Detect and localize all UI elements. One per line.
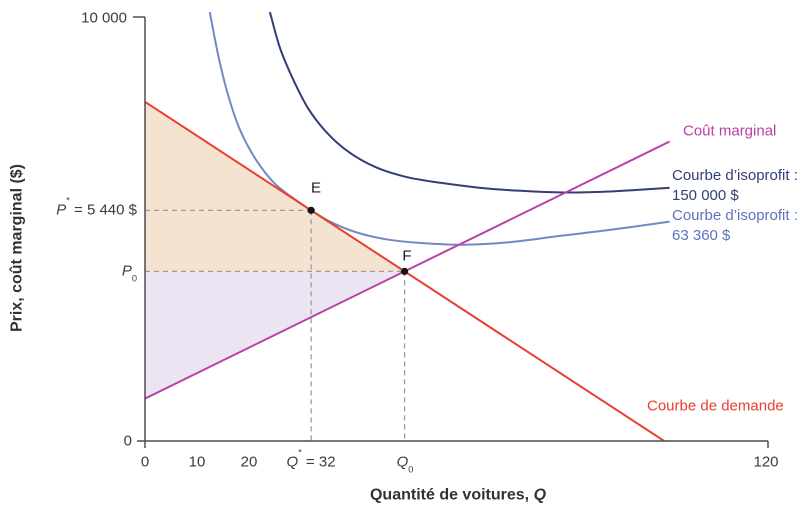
x-tick-label-0: 0 [140,453,150,471]
x-tick-label-20: 20 [240,453,258,471]
demand-curve-label: Courbe de demande [647,397,784,415]
x-tick-label-q-star: Q* = 32 [286,448,336,471]
x-axis-title: Quantité de voitures, Q [370,487,546,504]
p-star-symbol: P [56,201,67,219]
isoprofit-150000-label: Courbe d’isoprofit : 150 000 $ [672,166,798,206]
x-tick-label-120: 120 [753,453,779,471]
marginal-cost-label: Coût marginal [683,122,777,140]
x-tick-label-10: 10 [188,453,206,471]
q0-subscript: 0 [408,464,414,475]
point-f-label: F [402,247,412,265]
y-tick-label-10000: 10 000 [81,9,127,27]
q-star-superscript: * [298,447,302,458]
y-tick-label-0: 0 [123,432,132,450]
isoprofit-150000-label-line1: Courbe d’isoprofit : [672,167,798,184]
p-star-superscript: * [66,195,70,206]
isoprofit-63360-label: Courbe d’isoprofit : 63 360 $ [672,206,798,246]
point-f [400,267,409,275]
p-star-value: = 5 440 $ [69,201,137,219]
y-axis-title: Prix, coût marginal ($) [8,163,26,333]
q-star-symbol: Q [286,453,299,471]
isoprofit-63360-label-line2: 63 360 $ [672,227,731,244]
isoprofit-150000-curve [269,12,670,194]
q-star-value: = 32 [301,453,336,471]
p0-label: P0 [121,262,137,284]
point-e-label: E [310,179,322,197]
p0-subscript: 0 [131,273,137,284]
x-axis-title-text: Quantité de voitures, [369,486,534,504]
p0-symbol: P [121,262,132,280]
isoprofit-150000-label-line2: 150 000 $ [672,187,739,204]
p-star-label: P* = 5 440 $ [56,196,137,219]
isoprofit-63360-label-line1: Courbe d’isoprofit : [672,207,798,224]
q0-symbol: Q [396,453,409,471]
x-axis-title-symbol: Q [533,486,547,504]
point-e [307,206,315,214]
x-tick-label-q0: Q0 [396,453,414,475]
